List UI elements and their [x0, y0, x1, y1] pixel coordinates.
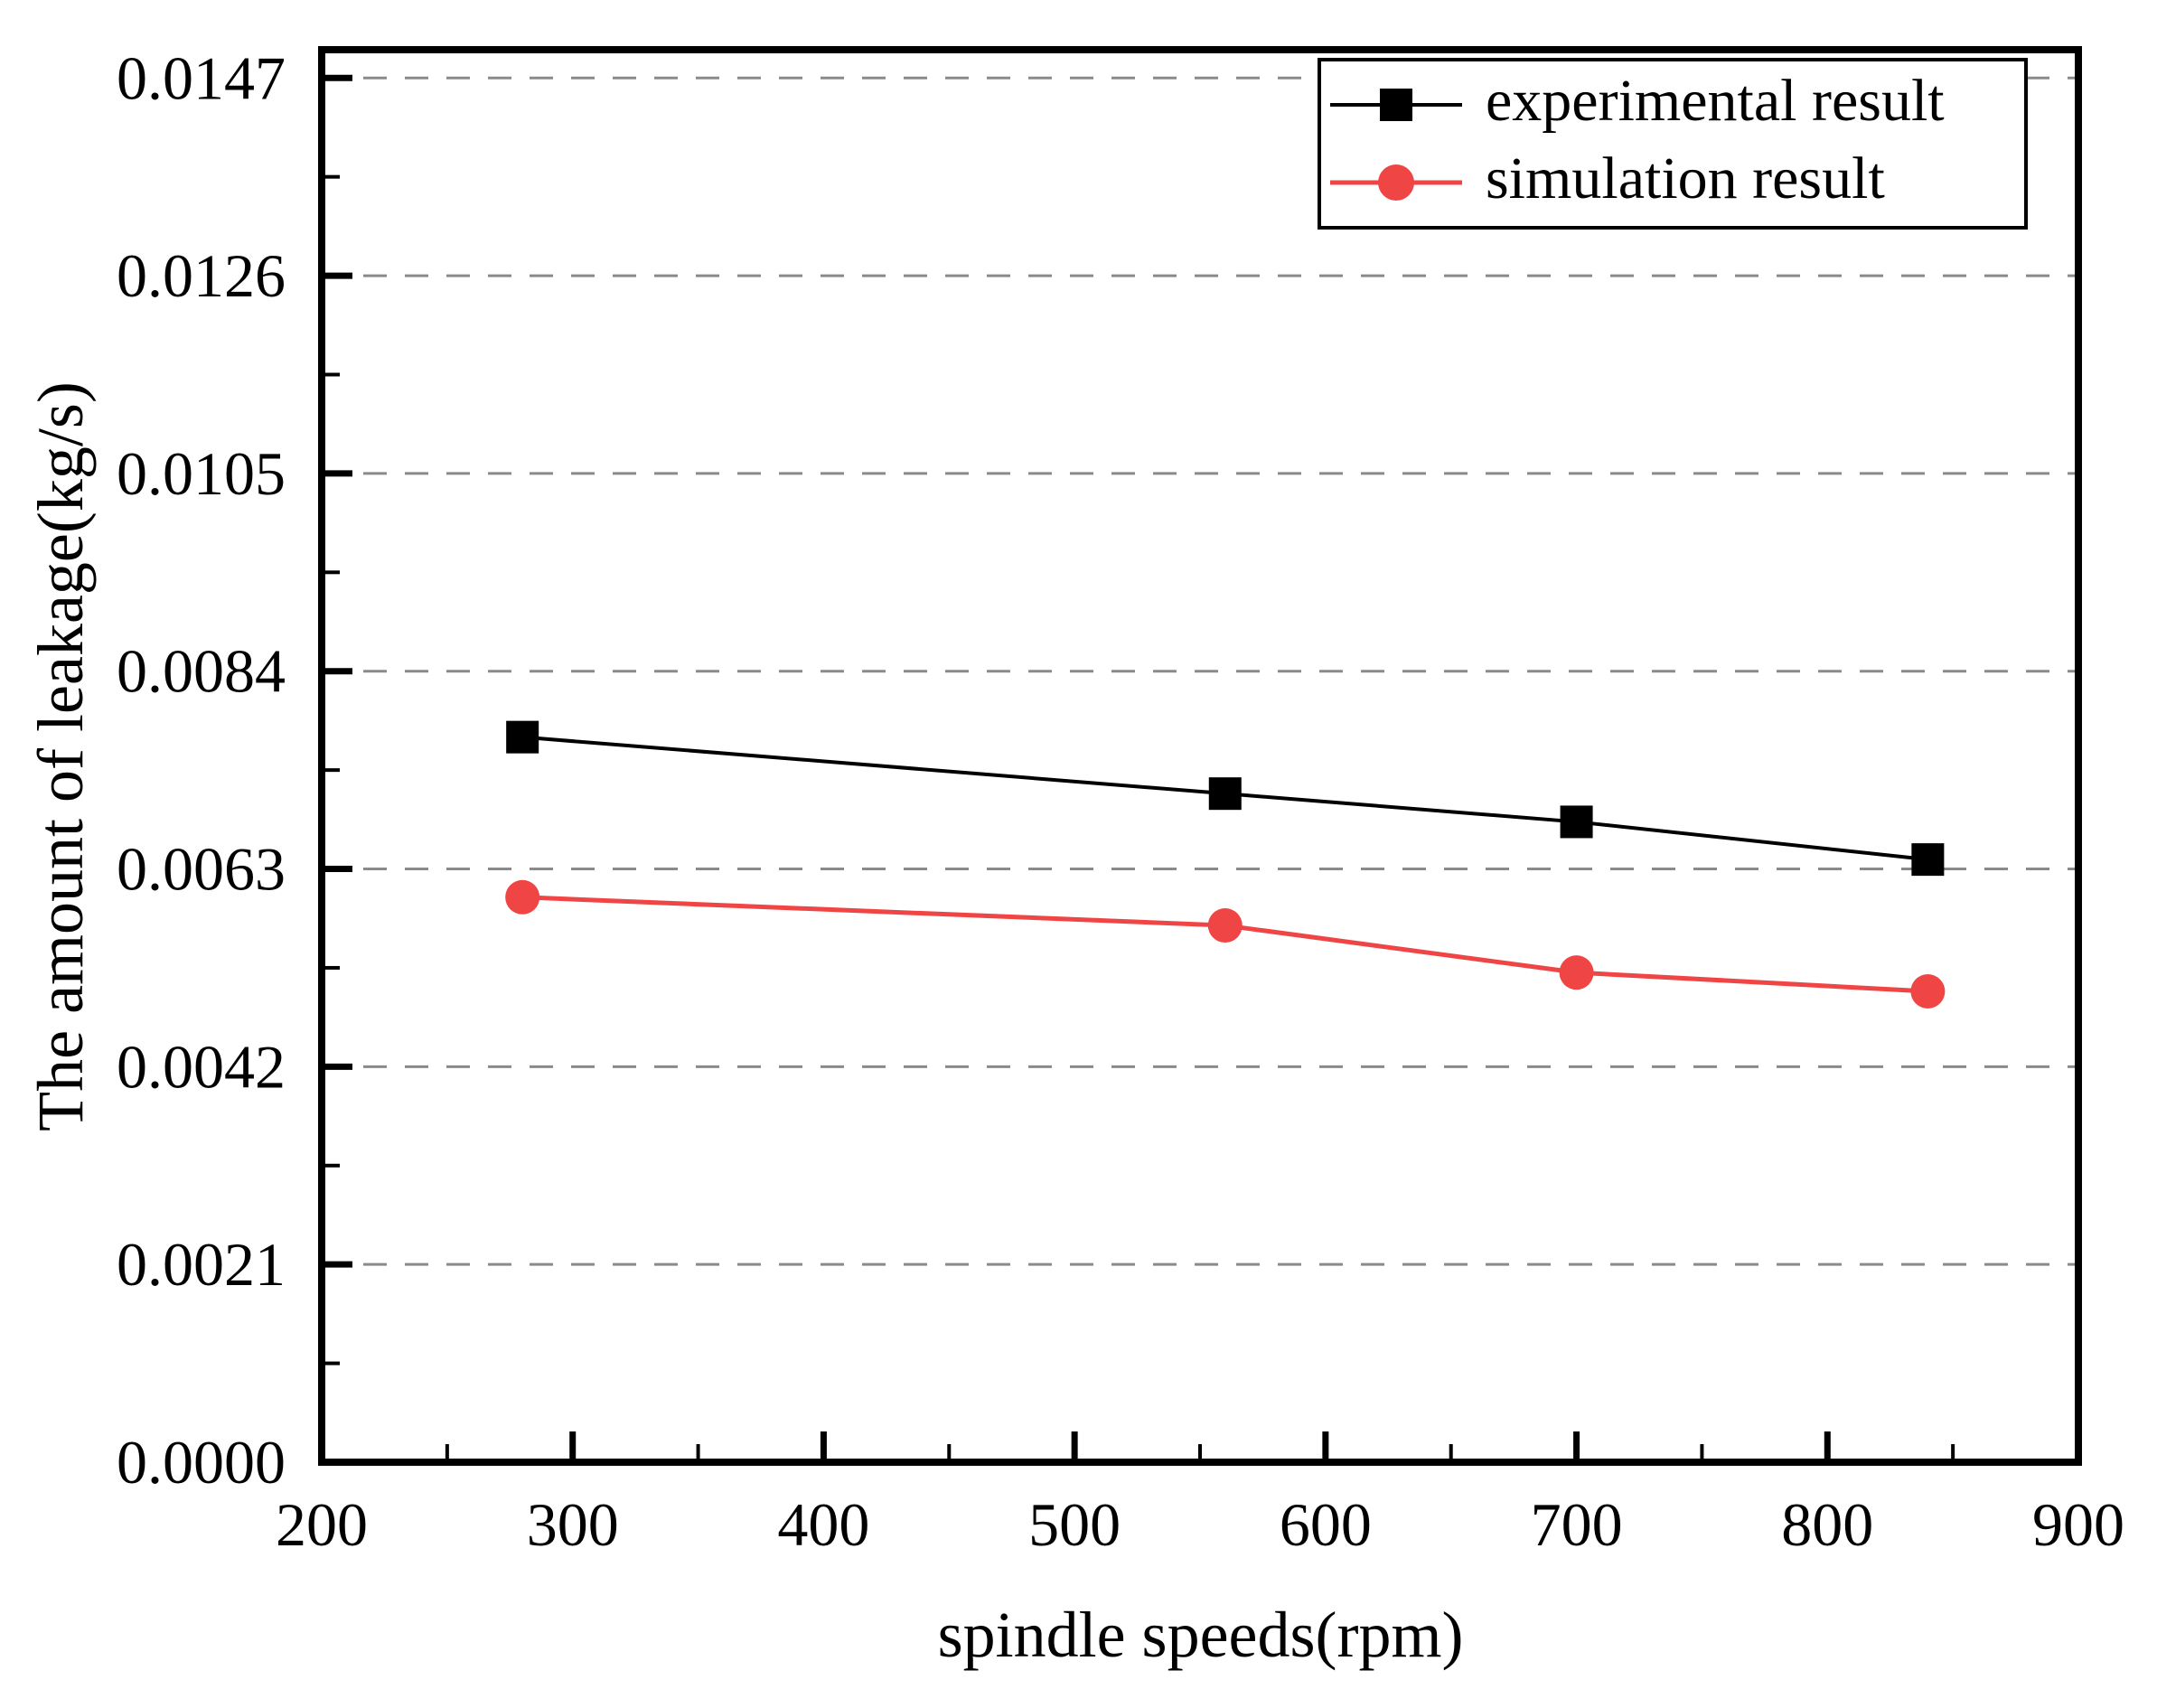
y-tick-label: 0.0105 — [117, 439, 286, 508]
plot-frame — [318, 46, 2082, 1466]
series-experimental-line — [522, 735, 1928, 862]
series-experimental-marker — [1911, 843, 1945, 877]
series-simulation-line — [522, 895, 1928, 994]
y-tick-label: 0.0084 — [117, 637, 286, 706]
x-tick-label: 900 — [2032, 1490, 2124, 1559]
x-tick-label: 300 — [527, 1490, 619, 1559]
legend-label-experimental: experimental result — [1486, 68, 1945, 135]
y-tick-label: 0.0126 — [117, 241, 286, 310]
x-tick-label: 200 — [276, 1490, 368, 1559]
x-tick-label: 400 — [777, 1490, 869, 1559]
series-simulation-marker — [505, 879, 540, 915]
y-tick-label: 0.0042 — [117, 1032, 286, 1101]
y-tick-label: 0.0147 — [117, 43, 286, 112]
legend-label-simulation: simulation result — [1486, 145, 1885, 211]
x-tick-label: 500 — [1028, 1490, 1121, 1559]
y-tick-label: 0.0021 — [117, 1230, 286, 1299]
legend-marker-circle-icon — [1330, 164, 1462, 201]
legend-marker-square-icon — [1330, 89, 1462, 122]
series-experimental-marker — [1208, 777, 1242, 811]
y-tick-label: 0.0000 — [117, 1428, 286, 1497]
y-tick-label: 0.0063 — [117, 835, 286, 904]
x-tick-label: 600 — [1280, 1490, 1372, 1559]
x-axis-title: spindle speeds(rpm) — [937, 1599, 1464, 1671]
series-simulation-marker — [1559, 955, 1594, 990]
x-tick-label: 700 — [1531, 1490, 1623, 1559]
series-experimental-marker — [1560, 805, 1593, 839]
series-simulation-marker — [1910, 974, 1946, 1009]
legend: experimental result simulation result — [1318, 58, 2028, 230]
legend-item-simulation: simulation result — [1328, 145, 2024, 216]
legend-item-experimental: experimental result — [1328, 71, 2024, 138]
series-simulation-marker — [1207, 908, 1243, 943]
x-tick-label: 800 — [1781, 1490, 1873, 1559]
series-experimental-marker — [506, 720, 539, 754]
y-axis-title: The amount of leakage(kg/s) — [24, 381, 97, 1131]
